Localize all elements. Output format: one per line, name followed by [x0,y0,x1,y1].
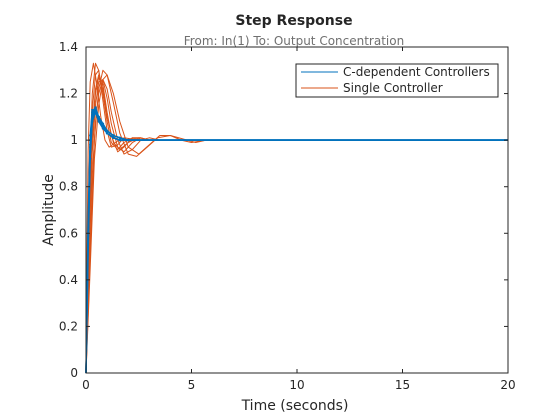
series-point-c-dependent-2-3 [91,115,94,119]
y-tick-label: 0.8 [59,180,78,194]
series-point-c-dependent-4-4 [94,111,97,114]
series-point-c-dependent-1-4 [94,106,97,109]
x-tick-label: 10 [289,378,304,392]
series-point-c-dependent-5-9 [118,138,122,142]
series-line-single-8 [85,76,508,374]
legend: C-dependent Controllers Single Controlle… [295,63,499,98]
series-point-c-dependent-3-6 [101,122,105,126]
y-axis-label: Amplitude [41,174,57,246]
series-point-c-dependent-3-2 [89,157,92,160]
series-point-c-dependent-1-2 [89,143,92,146]
y-tick-label: 0.2 [59,319,78,333]
y-tick-label: 0.6 [59,226,78,240]
series-point-c-dependent-4-5 [97,120,100,123]
x-tick-label: 15 [395,378,410,392]
legend-label-c-dependent: C-dependent Controllers [343,65,490,79]
legend-box [295,63,499,98]
x-tick-label: 0 [82,378,90,392]
series-point-c-dependent-5-4 [94,108,97,112]
series-point-c-dependent-0-2 [89,134,92,137]
series-point-c-dependent-3-5 [97,115,100,119]
series-point-c-dependent-5-10 [127,138,130,142]
series-point-c-dependent-3-9 [118,136,122,139]
series-point-c-dependent-5-3 [91,113,94,116]
legend-label-single: Single Controller [343,81,443,95]
series-point-c-dependent-4-2 [89,138,92,142]
series-point-c-dependent-4-6 [101,127,105,130]
series-point-c-dependent-0-3 [91,108,94,112]
y-tick-label: 1.4 [59,40,78,54]
series-point-c-dependent-5-8 [112,136,115,139]
series-layer [85,62,508,374]
y-tick-label: 0.4 [59,273,78,287]
series-point-c-dependent-3-3 [91,120,94,123]
series-point-c-dependent-5-5 [97,118,100,121]
series-point-c-dependent-5-7 [105,132,109,135]
series-point-c-dependent-5-6 [101,125,105,128]
plot-area: 0 5 10 15 20 0 0.2 0.4 0.6 0.8 1 1.2 1.4 [59,40,516,392]
x-tick-label: 20 [500,378,515,392]
x-axis-label: Time (seconds) [241,398,349,414]
axes-background [86,47,508,373]
series-point-c-dependent-3-8 [112,134,115,137]
y-tick-label: 1.2 [59,87,78,101]
series-point-c-dependent-3-7 [105,129,109,132]
series-line-single-6 [85,74,508,374]
series-point-c-dependent-2-2 [89,150,92,153]
chart-subtitle: From: In(1) To: Output Concentration [184,34,404,48]
chart-title: Step Response [235,13,352,29]
y-tick-label: 1 [70,133,78,147]
x-tick-label: 5 [188,378,196,392]
ticks-layer: 0 5 10 15 20 0 0.2 0.4 0.6 0.8 1 1.2 1.4 [59,40,516,392]
series-point-c-dependent-4-3 [91,111,94,114]
series-line-c-dependent-5 [85,109,508,374]
series-point-c-dependent-5-2 [89,145,92,149]
y-tick-label: 0 [70,366,78,380]
